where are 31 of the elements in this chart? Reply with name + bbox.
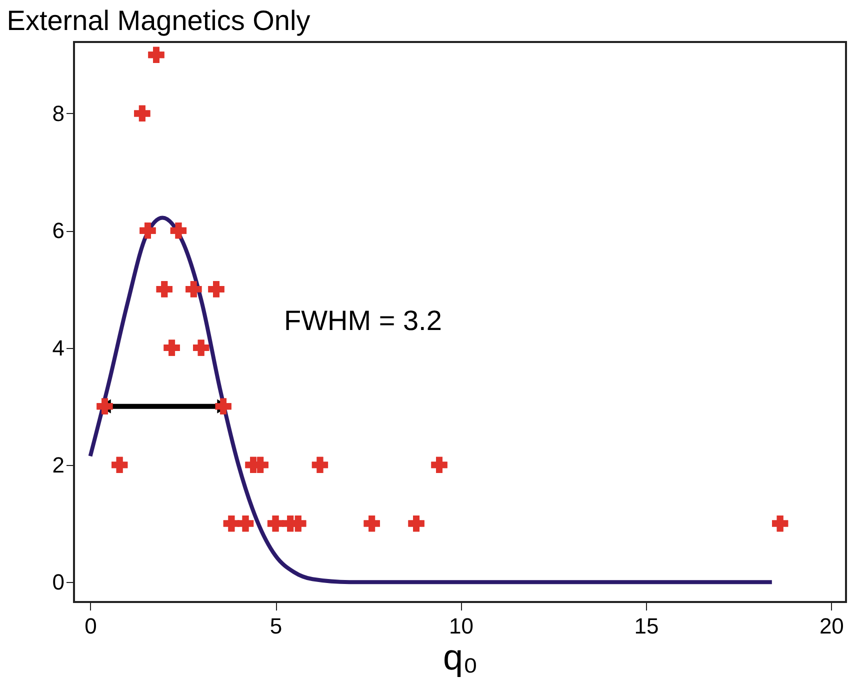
x-tick-label: 0 bbox=[84, 614, 97, 638]
point bbox=[208, 281, 224, 298]
y-tick-label: 8 bbox=[52, 100, 64, 126]
point bbox=[156, 281, 172, 298]
point bbox=[431, 456, 448, 473]
point bbox=[134, 105, 150, 122]
point bbox=[140, 222, 156, 239]
x-tick-label: 5 bbox=[270, 614, 282, 638]
x-tick-label: 20 bbox=[819, 614, 844, 638]
line-series bbox=[88, 216, 774, 584]
x-axis-title: q₀ bbox=[443, 636, 478, 678]
point bbox=[164, 340, 180, 356]
y-tick-label: 4 bbox=[52, 335, 64, 360]
point bbox=[170, 222, 187, 239]
point bbox=[267, 515, 284, 532]
x-tick-label: 15 bbox=[634, 614, 659, 638]
x-tick-label: 10 bbox=[449, 614, 474, 638]
point bbox=[364, 515, 380, 532]
y-tick-label: 6 bbox=[52, 218, 64, 244]
y-tick-label: 2 bbox=[52, 452, 64, 478]
point bbox=[312, 456, 328, 473]
y-tick-label: 0 bbox=[52, 570, 64, 595]
annotation: FWHM = 3.2 bbox=[284, 305, 442, 336]
point bbox=[112, 456, 128, 473]
point bbox=[186, 281, 202, 298]
point bbox=[772, 515, 788, 532]
point bbox=[237, 515, 254, 532]
point bbox=[408, 515, 424, 532]
point bbox=[223, 515, 240, 532]
chart-title: External Magnetics Only bbox=[6, 5, 310, 36]
point bbox=[148, 46, 164, 63]
